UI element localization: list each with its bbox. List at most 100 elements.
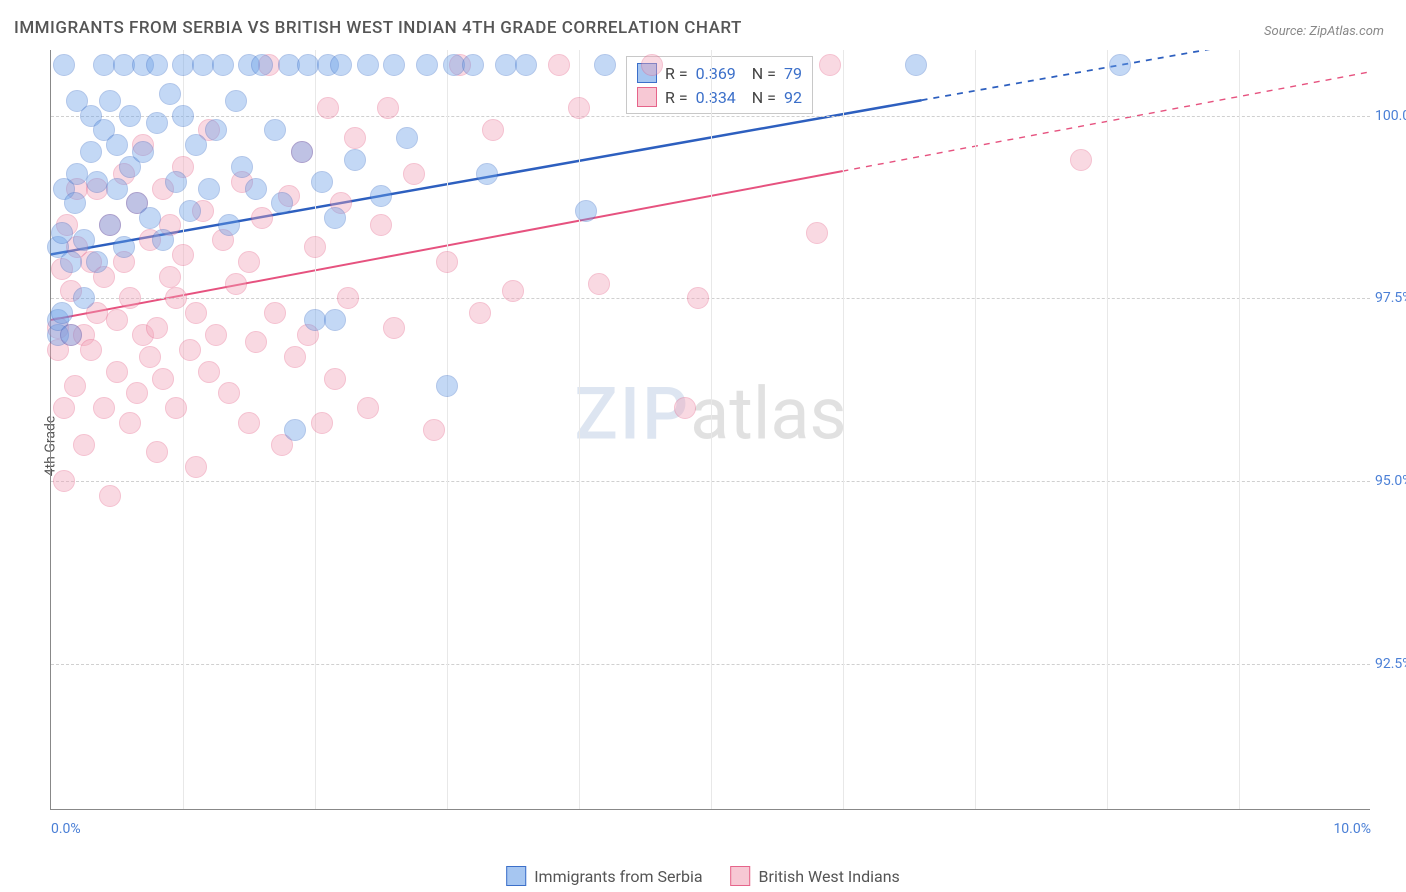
gridline-v [447,50,448,809]
data-point-bwi [423,419,445,441]
data-point-serbia [51,302,73,324]
data-point-serbia [297,54,319,76]
watermark-part2: atlas [690,372,847,457]
data-point-serbia [198,178,220,200]
data-point-bwi [60,324,82,346]
data-point-bwi [218,382,240,404]
watermark-part1: ZIP [574,372,690,457]
data-point-bwi [238,412,260,434]
data-point-bwi [139,229,161,251]
data-point-bwi [548,54,570,76]
data-point-serbia [317,54,339,76]
data-point-serbia [370,185,392,207]
gridline-v [183,50,184,809]
data-point-serbia [86,251,108,273]
data-point-bwi [159,266,181,288]
data-point-serbia [60,324,82,346]
data-point-bwi [278,185,300,207]
data-point-serbia [205,119,227,141]
data-point-serbia [515,54,537,76]
data-point-serbia [251,54,273,76]
data-point-serbia [93,54,115,76]
data-point-bwi [588,273,610,295]
data-point-serbia [159,83,181,105]
gridline-v [711,50,712,809]
data-point-bwi [330,192,352,214]
stats-n-value-bwi: 92 [784,88,802,107]
data-point-bwi [93,397,115,419]
data-point-bwi [357,397,379,419]
data-point-serbia [152,229,174,251]
data-point-serbia [330,54,352,76]
data-point-serbia [264,119,286,141]
data-point-serbia [53,54,75,76]
data-point-serbia [278,54,300,76]
data-point-serbia [495,54,517,76]
data-point-bwi [258,54,280,76]
y-tick-label: 100.0% [1375,108,1406,124]
legend-swatch-bwi [731,866,751,886]
data-point-bwi [99,214,121,236]
data-point-bwi [192,200,214,222]
stats-n-label: N = [752,64,776,83]
data-point-bwi [165,397,187,419]
data-point-bwi [66,178,88,200]
data-point-bwi [403,163,425,185]
data-point-bwi [93,266,115,288]
legend-label-serbia: Immigrants from Serbia [534,867,702,886]
data-point-serbia [192,54,214,76]
y-tick-label: 95.0% [1375,473,1406,489]
gridline-v [1239,50,1240,809]
data-point-bwi [146,317,168,339]
data-point-serbia [60,251,82,273]
data-point-bwi [73,324,95,346]
data-point-serbia [66,90,88,112]
legend: Immigrants from Serbia British West India… [506,866,900,886]
legend-label-bwi: British West Indians [759,867,900,886]
data-point-bwi [231,171,253,193]
data-point-bwi [1070,149,1092,171]
data-point-bwi [819,54,841,76]
data-point-bwi [198,119,220,141]
x-tick-label: 0.0% [51,821,81,837]
data-point-serbia [344,149,366,171]
data-point-bwi [47,317,69,339]
data-point-bwi [806,222,828,244]
data-point-bwi [64,375,86,397]
data-point-bwi [212,229,234,251]
data-point-bwi [311,412,333,434]
y-tick-label: 97.5% [1375,290,1406,306]
trendline-serbia [51,100,922,254]
data-point-bwi [86,302,108,324]
data-point-bwi [113,163,135,185]
data-point-bwi [106,361,128,383]
data-point-serbia [476,163,498,185]
data-point-serbia [905,54,927,76]
stats-row-bwi: R =0.334N =92 [637,85,802,109]
data-point-serbia [291,141,313,163]
data-point-bwi [126,192,148,214]
data-point-bwi [113,251,135,273]
data-point-serbia [113,54,135,76]
data-point-bwi [344,127,366,149]
data-point-serbia [443,54,465,76]
data-point-serbia [594,54,616,76]
data-point-serbia [47,309,69,331]
data-point-bwi [469,302,491,324]
data-point-serbia [66,163,88,185]
chart-title: IMMIGRANTS FROM SERBIA VS BRITISH WEST I… [14,18,742,38]
data-point-serbia [73,229,95,251]
data-point-bwi [53,397,75,419]
data-point-serbia [99,214,121,236]
data-point-serbia [146,54,168,76]
stats-box: R =0.369N =79R =0.334N =92 [626,56,813,114]
gridline-v [975,50,976,809]
data-point-serbia [51,222,73,244]
data-point-serbia [383,54,405,76]
data-point-serbia [1109,54,1131,76]
data-point-serbia [462,54,484,76]
data-point-bwi [370,214,392,236]
data-point-serbia [106,178,128,200]
data-point-bwi [132,324,154,346]
stats-r-label: R = [665,88,688,107]
